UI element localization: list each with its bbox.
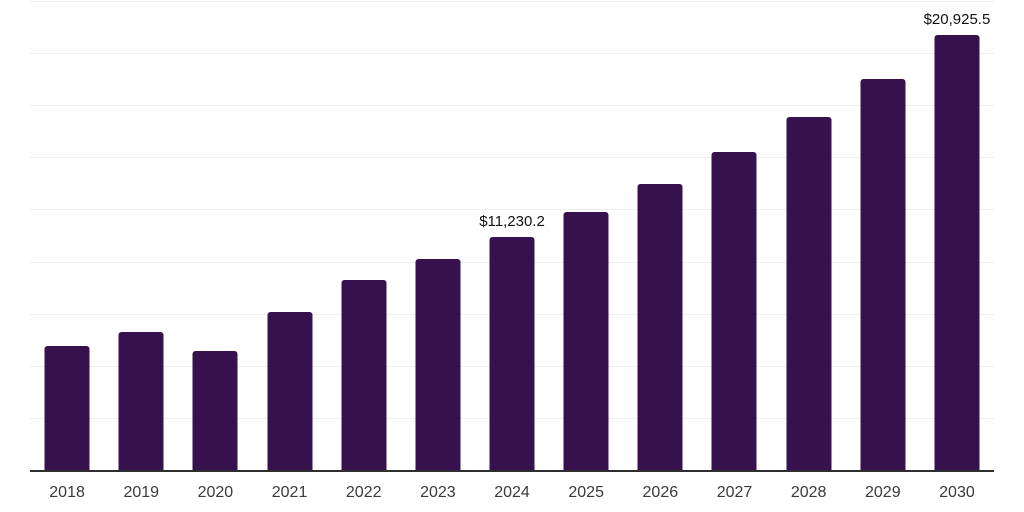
data-label-2030: $20,925.5 — [923, 10, 991, 28]
bar-2019 — [118, 331, 164, 471]
x-tick-2023: 2023 — [420, 484, 456, 501]
gridline — [30, 105, 994, 107]
x-tick-2027: 2027 — [716, 484, 753, 501]
x-tick-2021: 2021 — [271, 484, 308, 501]
x-tick-2019: 2019 — [123, 484, 160, 501]
bar-slot-2029 — [846, 2, 920, 471]
bars-container: $11,230.2 $20,925.5 — [30, 2, 994, 471]
bar-2029 — [860, 78, 906, 471]
bar-slot-2025 — [549, 2, 623, 471]
bar-slot-2024: $11,230.2 — [475, 2, 549, 471]
x-tick-2024: 2024 — [494, 484, 530, 501]
data-label-2024: $11,230.2 — [479, 212, 545, 230]
gridline — [30, 157, 994, 159]
x-tick-2020: 2020 — [197, 484, 234, 501]
bar-2030 — [934, 34, 980, 471]
bar-2026 — [637, 183, 683, 471]
bar-2018 — [44, 346, 90, 471]
bar-slot-2021 — [252, 2, 326, 471]
bar-slot-2022 — [327, 2, 401, 471]
bar-slot-2030: $20,925.5 — [920, 2, 994, 471]
bar-2023 — [415, 258, 461, 471]
x-tick-2025: 2025 — [568, 484, 604, 501]
bar-slot-2023 — [401, 2, 475, 471]
x-tick-2029: 2029 — [865, 484, 901, 501]
x-tick-2030: 2030 — [939, 484, 975, 501]
gridline — [30, 1, 994, 2]
x-axis-labels: 2018 2019 2020 2021 2022 2023 2024 2025 2026 2027… — [30, 482, 994, 504]
x-axis-line — [30, 470, 994, 472]
bar-2028 — [786, 117, 832, 471]
x-tick-2028: 2028 — [790, 484, 827, 501]
bar-2024 — [489, 236, 535, 471]
plot-area: $11,230.2 $20,925.5 — [30, 1, 994, 472]
bar-slot-2020 — [178, 2, 252, 471]
bar-2022 — [341, 279, 387, 471]
x-tick-2022: 2022 — [345, 484, 382, 501]
bar-slot-2028 — [772, 2, 846, 471]
bar-slot-2018 — [30, 2, 104, 471]
bar-2027 — [711, 152, 757, 471]
x-tick-2018: 2018 — [49, 484, 85, 501]
bar-2025 — [563, 211, 609, 471]
bar-slot-2019 — [104, 2, 178, 471]
bar-slot-2026 — [623, 2, 697, 471]
gridline — [30, 209, 994, 211]
gridline — [30, 53, 994, 55]
x-tick-2026: 2026 — [642, 484, 679, 501]
bar-slot-2027 — [697, 2, 771, 471]
bar-2020 — [192, 350, 238, 471]
bar-2021 — [267, 311, 313, 471]
